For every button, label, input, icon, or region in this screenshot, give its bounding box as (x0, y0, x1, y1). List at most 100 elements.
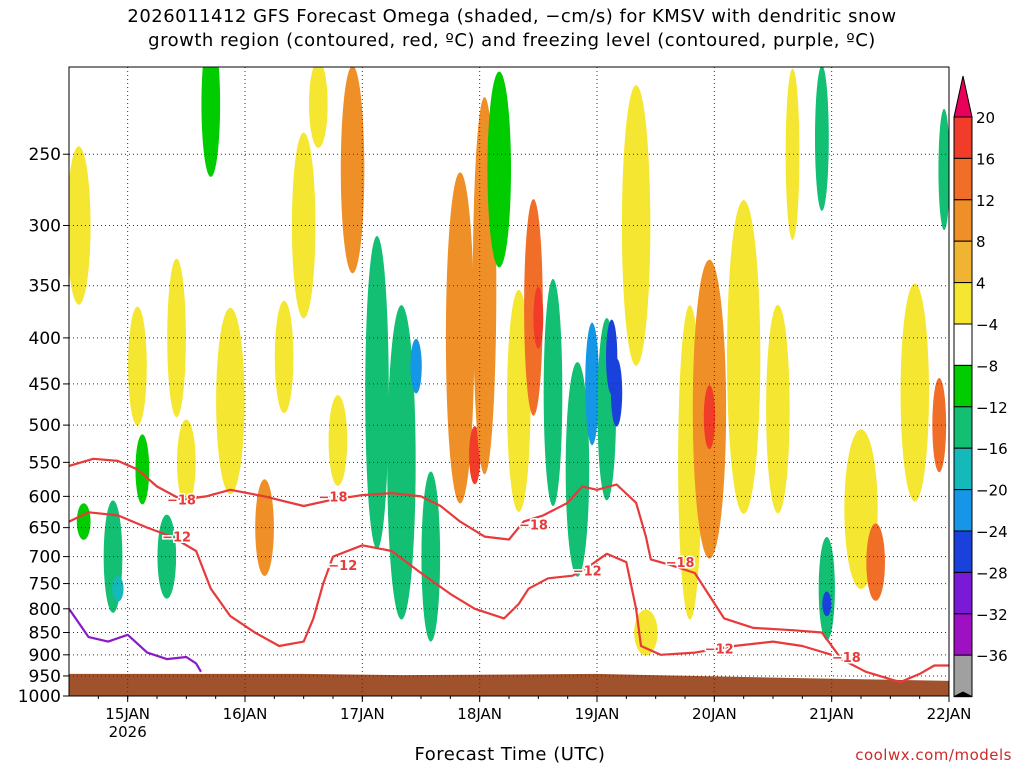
y-tick-label: 450 (29, 375, 61, 395)
y-tick-label: 950 (29, 667, 61, 687)
x-tick-label: 15JAN (105, 705, 150, 723)
colorbar-label: 16 (976, 150, 995, 168)
colorbar-segment (953, 157, 973, 201)
contour-line (69, 511, 833, 656)
colorbar-label: −32 (976, 606, 1008, 624)
y-tick-label: 600 (29, 487, 61, 507)
omega-cell (291, 132, 316, 319)
contour-line (69, 457, 949, 684)
y-tick-label: 350 (29, 277, 61, 297)
omega-cell (621, 85, 651, 366)
x-axis-title: Forecast Time (UTC) (414, 744, 606, 765)
colorbar-label: −4 (976, 316, 998, 334)
contour-label: −18 (832, 651, 861, 666)
omega-cell (135, 434, 150, 505)
omega-cell (445, 172, 475, 504)
colorbar-segment (953, 282, 973, 325)
colorbar-segment (953, 199, 973, 242)
colorbar-top-arrow (953, 75, 973, 118)
omega-cell (309, 67, 328, 148)
contour-label: −18 (519, 519, 548, 534)
colorbar-label: −28 (976, 564, 1008, 582)
colorbar-segment (953, 116, 973, 159)
omega-cell (524, 199, 543, 416)
omega-cell (900, 283, 929, 502)
y-tick-label: 500 (29, 416, 61, 436)
contour-line (69, 608, 202, 673)
omega-cell (815, 67, 829, 211)
omega-cell (866, 523, 886, 601)
omega-cell (469, 426, 481, 485)
omega-cell (255, 479, 274, 576)
y-tick-label: 700 (29, 548, 61, 568)
omega-cell (533, 286, 544, 349)
x-tick-label: 19JAN (575, 705, 620, 723)
contour-label: −12 (573, 564, 602, 579)
x-tick-label: 20JAN (692, 705, 737, 723)
colorbar-label: 8 (976, 233, 986, 251)
omega-cell (585, 322, 599, 446)
y-tick-label: 550 (29, 453, 61, 473)
contour-lines: −18 −18 −18 −18 −18 −12 −12 −12 −12 (69, 457, 949, 684)
ground-layer (69, 673, 949, 696)
grid-lines (69, 67, 950, 697)
y-tick-label: 400 (29, 329, 61, 349)
x-tick-label: 17JAN (340, 705, 385, 723)
chart-title-line-1: 2026011412 GFS Forecast Omega (shaded, −… (127, 6, 897, 27)
contour-label: −18 (167, 494, 196, 509)
x-tick-sublabel: 2026 (109, 723, 147, 741)
omega-cell (507, 289, 531, 512)
colorbar-segment (953, 489, 973, 532)
y-tick-label: 1000 (18, 687, 61, 707)
omega-cell (328, 395, 348, 486)
colorbar-segment (953, 364, 973, 408)
y-tick-label: 850 (29, 623, 61, 643)
omega-cell (932, 377, 947, 473)
contour-label: −12 (705, 642, 734, 657)
colorbar-label: −24 (976, 523, 1008, 541)
colorbar-segment (953, 571, 973, 615)
omega-cell (785, 68, 800, 240)
x-tick-label: 18JAN (457, 705, 502, 723)
omega-cell (365, 235, 389, 550)
contour-label: −18 (666, 556, 695, 571)
omega-shading (69, 67, 949, 656)
colorbar-segment (953, 530, 973, 573)
omega-cell (565, 362, 590, 577)
omega-cell (69, 146, 91, 305)
chart-title-line-2: growth region (contoured, red, ºC) and f… (148, 30, 876, 51)
colorbar: 20 16 12 8 4 −4 −8 −12 −16 −20 −24 −28 −32 −36 (953, 75, 1008, 698)
colorbar-segment (953, 406, 973, 449)
y-tick-label: 650 (29, 519, 61, 539)
omega-cell (76, 503, 91, 540)
omega-cell (766, 304, 790, 514)
colorbar-label: 12 (976, 192, 995, 210)
colorbar-label: 20 (976, 109, 995, 127)
omega-cell (610, 358, 623, 427)
x-tick-label: 21JAN (809, 705, 854, 723)
colorbar-label: −16 (976, 440, 1008, 458)
omega-cell (487, 71, 511, 268)
y-tick-label: 900 (29, 646, 61, 666)
omega-cell (177, 419, 196, 506)
contour-label: −12 (328, 559, 357, 574)
omega-cell (543, 278, 563, 507)
colorbar-segment (953, 447, 973, 491)
colorbar-label: 4 (976, 275, 986, 293)
x-tick-label: 16JAN (223, 705, 268, 723)
colorbar-label: −20 (976, 482, 1008, 500)
omega-cell (703, 385, 716, 450)
credit-link[interactable]: coolwx.com/models (855, 746, 1012, 764)
omega-cell (727, 200, 761, 514)
x-tick-label: 22JAN (927, 705, 972, 723)
omega-cell (216, 307, 245, 495)
omega-cell (410, 338, 422, 394)
y-tick-label: 800 (29, 600, 61, 620)
omega-cell (822, 591, 832, 617)
y-tick-label: 250 (29, 145, 61, 165)
omega-cell (818, 537, 835, 641)
omega-cell (274, 300, 294, 414)
omega-cell (201, 67, 221, 177)
